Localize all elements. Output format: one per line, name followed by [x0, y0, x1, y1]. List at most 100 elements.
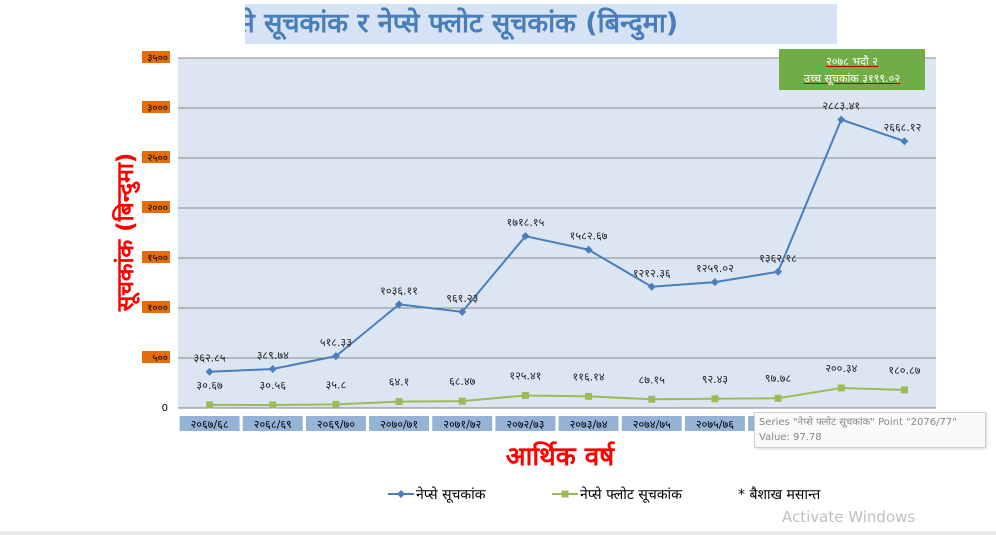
legend-label: नेप्से सूचकांक — [416, 486, 486, 503]
y-tick-bg — [142, 101, 170, 113]
x-tick-bg — [369, 416, 430, 431]
data-label: १०३६.११ — [380, 284, 418, 297]
data-point — [458, 397, 466, 405]
x-tick-bg — [558, 416, 619, 431]
data-label: ३५.८ — [326, 378, 347, 391]
y-tick-bg — [142, 251, 170, 263]
data-label: ९७.७८ — [765, 372, 792, 385]
x-tick-label: २०७०/७१ — [380, 418, 418, 431]
x-tick-bg — [432, 416, 493, 431]
data-label: ९६१.२३ — [446, 292, 478, 305]
data-label: ३०.५६ — [260, 379, 287, 392]
data-label: ३८९.७४ — [257, 349, 289, 362]
y-tick-label: २५०० — [147, 153, 168, 164]
data-label: २००.३४ — [825, 362, 857, 375]
data-label: १२५.४१ — [509, 369, 541, 382]
data-point — [774, 267, 783, 276]
data-label: ५१८.३३ — [320, 336, 352, 349]
data-label: २६६८.१२ — [884, 121, 922, 134]
data-label: १८०.८७ — [888, 364, 920, 377]
data-point — [521, 232, 530, 241]
legend-marker — [561, 490, 569, 498]
data-label: १२१२.३६ — [633, 267, 671, 280]
data-point — [837, 384, 845, 392]
legend-note: * बैशाख मसान्त — [738, 486, 821, 503]
data-label: ६४.१ — [389, 376, 410, 389]
y-tick-bg — [142, 201, 170, 213]
x-tick-label: २०६८/६९ — [254, 418, 292, 431]
data-label: ३०.६७ — [196, 379, 223, 392]
legend-label: नेप्से फ्लोट सूचकांक — [580, 486, 682, 503]
data-label: १७१८.१५ — [507, 216, 545, 229]
y-tick-label: ३००० — [147, 103, 168, 114]
data-point — [206, 401, 214, 409]
annotation-date: २०७८ भदौ २ — [825, 55, 879, 68]
x-tick-bg — [179, 416, 240, 431]
x-axis-title: आर्थिक वर्ष — [506, 441, 615, 472]
data-point — [710, 278, 719, 287]
data-point — [585, 392, 593, 400]
data-label: १५८२.६७ — [570, 230, 608, 243]
data-point — [774, 394, 782, 402]
series-line — [209, 386, 905, 406]
y-tick-bg — [142, 151, 170, 163]
data-point — [458, 307, 467, 316]
data-point — [837, 115, 846, 124]
x-tick-label: २०६९/७० — [317, 418, 355, 431]
data-point — [647, 282, 656, 291]
data-label: ९२.४३ — [702, 373, 728, 386]
data-point — [711, 395, 719, 403]
y-tick-bg — [142, 51, 170, 63]
peak-annotation-box: २०७८ भदौ २ उच्च सूचकांक ३१९९.०२ — [779, 49, 925, 90]
data-label: ११६.१४ — [573, 370, 605, 383]
x-tick-bg — [305, 416, 366, 431]
data-point — [900, 137, 909, 146]
data-tooltip: Series "नेप्से फ्लोट सूचकांक" Point "207… — [754, 412, 986, 448]
x-tick-label: २०७३/७४ — [570, 418, 608, 431]
x-tick-label: २०६७/६८ — [191, 418, 229, 431]
x-tick-label: २०७२/७३ — [506, 418, 544, 431]
data-point — [395, 398, 403, 406]
data-point — [268, 365, 277, 374]
data-point — [648, 395, 656, 403]
y-tick-bg — [142, 351, 170, 363]
data-point — [269, 401, 277, 409]
x-tick-label: २०७५/७६ — [696, 418, 734, 431]
data-point — [205, 367, 214, 376]
y-tick-label: ५०० — [152, 353, 168, 364]
x-tick-bg — [495, 416, 556, 431]
tooltip-series: Series "नेप्से फ्लोट सूचकांक" Point "207… — [759, 417, 957, 428]
data-point — [900, 386, 908, 394]
y-tick-label: ३५०० — [147, 53, 168, 64]
data-label: २८८३.४१ — [822, 100, 860, 113]
x-tick-bg — [684, 416, 745, 431]
data-label: १३६२.१८ — [759, 252, 797, 265]
y-tick-bg — [142, 301, 170, 313]
data-label: ६८.४७ — [449, 375, 476, 388]
x-tick-bg — [621, 416, 682, 431]
data-point — [331, 352, 340, 361]
annotation-peak: उच्च सूचकांक ३१९९.०२ — [803, 72, 901, 85]
data-point — [395, 300, 404, 309]
data-point — [584, 245, 593, 254]
activation-watermark: Activate Windows — [782, 508, 916, 526]
x-tick-label: २०७४/७५ — [633, 418, 671, 431]
legend-marker — [397, 490, 405, 498]
bottom-edge — [0, 531, 996, 535]
y-tick-label: २००० — [147, 203, 168, 214]
x-tick-label: २०७१/७२ — [443, 418, 481, 431]
y-tick-label: 0 — [162, 403, 168, 414]
y-tick-label: १००० — [147, 303, 168, 314]
tooltip-value: Value: 97.78 — [759, 432, 822, 443]
x-tick-bg — [242, 416, 303, 431]
chart-title: नेप्से सूचकांक र नेप्से फ्लोट सूचकांक (ब… — [245, 4, 837, 44]
data-label: १२५९.०२ — [696, 262, 734, 275]
plot-area — [178, 58, 936, 408]
data-label: ८७.१५ — [639, 373, 666, 386]
y-tick-label: १५०० — [147, 253, 168, 264]
data-label: ३६२.८५ — [194, 352, 226, 365]
series-line — [209, 118, 905, 373]
data-point — [521, 391, 529, 399]
data-point — [332, 400, 340, 408]
